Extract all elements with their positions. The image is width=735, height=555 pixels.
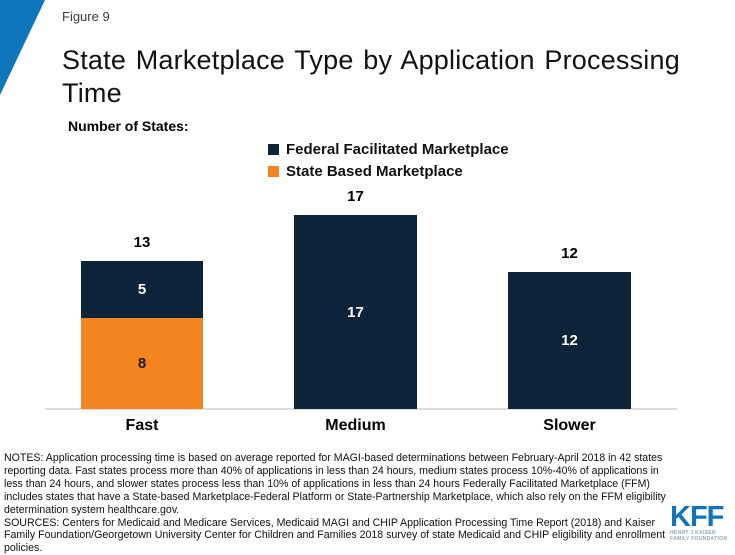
category-label-slower: Slower: [543, 417, 596, 434]
footnotes: NOTES: Application processing time is ba…: [4, 452, 680, 555]
bar-medium-total-label: 17: [347, 188, 364, 205]
segment-value-label: 5: [137, 281, 147, 298]
bar-fast-state-segment: 8: [81, 318, 203, 409]
legend-label: Federal Facilitated Marketplace: [286, 140, 509, 158]
figure-number: Figure 9: [62, 9, 110, 24]
segment-value-label: 8: [137, 355, 147, 372]
bar-fast: 13 5 8: [81, 234, 203, 409]
y-axis-label: Number of States:: [68, 118, 189, 134]
category-label-medium: Medium: [325, 417, 386, 434]
bar-medium-federal-segment: 17: [294, 215, 417, 409]
kff-logo-subtext-line2: FAMILY FOUNDATION: [670, 536, 728, 542]
category-label-fast: Fast: [125, 417, 159, 434]
bar-medium: 17 17: [294, 188, 417, 409]
chart-legend: Federal Facilitated Marketplace State Ba…: [268, 138, 509, 182]
legend-label: State Based Marketplace: [286, 162, 463, 180]
kff-logo: KFF HENRY J KAISER FAMILY FOUNDATION: [670, 501, 730, 543]
bar-fast-total-label: 13: [133, 234, 151, 251]
legend-item-state: State Based Marketplace: [268, 160, 509, 182]
segment-value-label: 17: [347, 303, 364, 321]
x-axis-baseline: [45, 408, 677, 410]
corner-accent-triangle: [0, 0, 45, 95]
bar-slower-total-label: 12: [561, 245, 578, 262]
legend-swatch-navy-icon: [268, 143, 279, 155]
bar-slower-federal-segment: 12: [508, 272, 631, 409]
kff-logo-text: KFF: [670, 501, 724, 533]
bar-fast-federal-segment: 5: [81, 261, 203, 318]
kff-logo-subtext-line1: HENRY J KAISER: [670, 530, 716, 536]
legend-swatch-orange-icon: [268, 165, 279, 177]
page-title: State Marketplace Type by Application Pr…: [62, 45, 680, 109]
sources-text: SOURCES: Centers for Medicaid and Medica…: [4, 516, 666, 555]
notes-text: NOTES: Application processing time is ba…: [4, 452, 666, 516]
legend-item-federal: Federal Facilitated Marketplace: [268, 138, 509, 160]
bar-slower: 12 12: [508, 245, 631, 409]
segment-value-label: 12: [561, 332, 578, 349]
